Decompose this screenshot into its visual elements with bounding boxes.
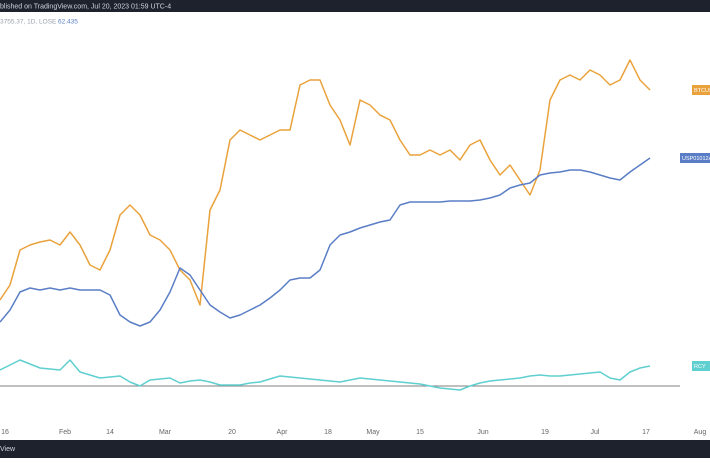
series-label-box <box>680 153 710 163</box>
x-tick-label: 20 <box>228 429 236 436</box>
legend-value: 62.435 <box>58 19 78 26</box>
x-tick-label: Jul <box>591 429 600 436</box>
series-label-box <box>692 85 710 95</box>
bottom-bar <box>0 440 710 458</box>
series-line <box>0 157 651 327</box>
series-line <box>0 359 651 391</box>
series-label: BTCUSD <box>694 88 710 94</box>
x-tick-label: Feb <box>59 429 71 436</box>
x-tick-label: 15 <box>416 429 424 436</box>
series-label-box <box>692 361 710 371</box>
legend-info: 3755.37, 1D, LOSE <box>0 19 57 26</box>
x-tick-label: Aug <box>694 429 707 436</box>
series-label: RCY <box>694 364 706 370</box>
x-tick-label: 18 <box>324 429 332 436</box>
x-tick-label: 16 <box>1 429 9 436</box>
x-tick-label: Mar <box>159 429 172 436</box>
top-bar <box>0 0 710 12</box>
x-tick-label: 14 <box>106 429 114 436</box>
x-tick-label: 19 <box>541 429 549 436</box>
x-tick-label: Jun <box>477 429 488 436</box>
brand: View <box>0 446 16 453</box>
series-label: USP01012AT38 <box>682 156 710 162</box>
published-note: blished on TradingView.com, Jul 20, 2023… <box>0 3 171 10</box>
series-line <box>0 59 651 306</box>
x-tick-label: Apr <box>277 429 289 436</box>
x-tick-label: 17 <box>642 429 650 436</box>
x-tick-label: May <box>366 429 380 436</box>
